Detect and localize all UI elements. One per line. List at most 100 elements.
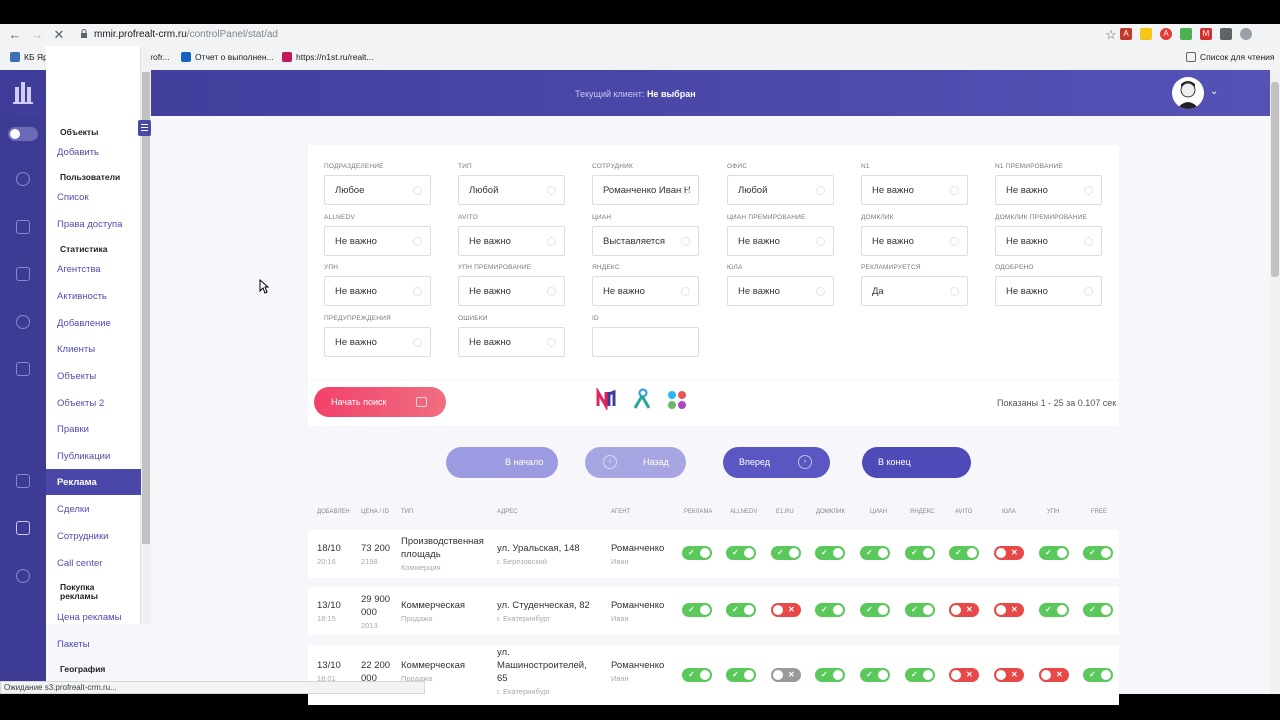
toggle-switch[interactable]: ✓ — [1083, 603, 1113, 617]
search-button[interactable]: Начать поиск — [314, 387, 446, 417]
filter-select[interactable]: Не важно — [324, 226, 431, 256]
sidebar-item-adding[interactable]: Добавление — [57, 318, 111, 329]
clear-icon[interactable] — [547, 287, 556, 296]
main-scroll-thumb[interactable] — [1271, 82, 1279, 277]
toggle-switch[interactable]: ✕ — [771, 603, 801, 617]
filter-select[interactable]: Не важно — [458, 226, 565, 256]
filter-select[interactable]: Не важно — [727, 226, 834, 256]
toggle-switch[interactable]: ✓ — [682, 603, 712, 617]
toggle-switch[interactable]: ✓ — [905, 546, 935, 560]
help-icon[interactable] — [16, 569, 30, 583]
ext-green-icon[interactable] — [1180, 28, 1192, 40]
filter-select[interactable]: Не важно — [592, 276, 699, 306]
avatar[interactable] — [1172, 77, 1204, 109]
sidebar-item-agents[interactable]: Агентства — [57, 264, 101, 275]
sidebar-item-objects2[interactable]: Объекты 2 — [57, 398, 105, 409]
toggle-switch[interactable]: ✓ — [1083, 668, 1113, 682]
toggle-switch[interactable]: ✓ — [682, 668, 712, 682]
sidebar-item-staff[interactable]: Сотрудники — [57, 531, 109, 542]
sidebar-item-activity[interactable]: Активность — [57, 291, 107, 302]
bookmark-3[interactable]: https://n1st.ru/realt... — [282, 52, 373, 62]
last-page-button[interactable]: В конец — [862, 447, 971, 478]
puzzle-icon[interactable] — [1220, 28, 1232, 40]
toggle-switch[interactable]: ✕ — [949, 668, 979, 682]
clear-icon[interactable] — [681, 237, 690, 246]
toggle-switch[interactable]: ✓ — [771, 546, 801, 560]
stop-icon[interactable]: ✕ — [53, 27, 65, 42]
calendar-check-icon[interactable] — [16, 362, 30, 376]
toggle-switch[interactable]: ✓ — [726, 546, 756, 560]
toggle-switch[interactable]: ✓ — [949, 546, 979, 560]
toggle-switch[interactable]: ✕ — [771, 668, 801, 682]
filter-select[interactable]: Не важно — [995, 276, 1102, 306]
money-icon[interactable] — [16, 267, 30, 281]
filter-select[interactable]: Выставляется — [592, 226, 699, 256]
filter-select[interactable]: Не важно — [861, 226, 968, 256]
clear-icon[interactable] — [950, 186, 959, 195]
toggle-switch[interactable]: ✕ — [994, 603, 1024, 617]
column-header[interactable]: Домклик — [816, 509, 845, 515]
profile-icon[interactable] — [1240, 28, 1252, 40]
sidebar-menu-icon[interactable] — [138, 120, 151, 136]
clear-icon[interactable] — [547, 338, 556, 347]
table-row[interactable] — [308, 587, 1119, 635]
sidebar-item-clients[interactable]: Клиенты — [57, 344, 96, 355]
sidebar-item-ads[interactable]: Реклама — [46, 469, 141, 495]
filter-select[interactable]: Не важно — [458, 276, 565, 306]
filter-select[interactable]: Да — [861, 276, 968, 306]
keyboard-icon[interactable] — [16, 474, 30, 488]
clear-icon[interactable] — [413, 237, 422, 246]
column-header[interactable]: Allnedv — [730, 509, 758, 515]
adblock-icon[interactable]: A — [1160, 28, 1172, 40]
chart-icon[interactable] — [16, 521, 30, 535]
filter-select[interactable]: Не важно — [861, 175, 968, 205]
clear-icon[interactable] — [547, 237, 556, 246]
column-header[interactable]: Адрес — [497, 509, 518, 515]
toggle-switch[interactable]: ✓ — [860, 546, 890, 560]
forward-icon[interactable]: → — [30, 27, 44, 42]
filter-select[interactable]: Не важно — [995, 226, 1102, 256]
toggle-switch[interactable]: ✕ — [994, 668, 1024, 682]
toggle-switch[interactable]: ✕ — [1039, 668, 1069, 682]
domclick-logo-icon[interactable] — [631, 388, 653, 410]
sidebar-item-add[interactable]: Добавить — [57, 147, 99, 158]
clear-icon[interactable] — [1084, 237, 1093, 246]
sidebar-item-edits[interactable]: Правки — [57, 424, 89, 435]
back-icon[interactable]: ← — [8, 27, 22, 42]
user-icon[interactable] — [16, 172, 30, 186]
toggle-switch[interactable]: ✓ — [682, 546, 712, 560]
clear-icon[interactable] — [1084, 186, 1093, 195]
prev-page-button[interactable]: ‹ Назад — [585, 447, 686, 478]
filter-select[interactable]: Не важно — [458, 327, 565, 357]
n1-logo-icon[interactable] — [596, 388, 618, 410]
clear-icon[interactable] — [816, 186, 825, 195]
column-header[interactable]: Free — [1091, 509, 1108, 515]
toggle-switch[interactable]: ✓ — [860, 668, 890, 682]
table-row[interactable] — [308, 530, 1119, 578]
column-header[interactable]: Юла — [1002, 509, 1016, 515]
star-icon[interactable]: ☆ — [1105, 27, 1117, 42]
filter-select[interactable]: Не важно — [995, 175, 1102, 205]
clear-icon[interactable] — [950, 237, 959, 246]
main-scrollbar[interactable] — [1270, 70, 1280, 694]
clear-icon[interactable] — [950, 287, 959, 296]
filter-select[interactable]: Любое — [324, 175, 431, 205]
toggle-switch[interactable]: ✓ — [905, 668, 935, 682]
clear-icon[interactable] — [816, 287, 825, 296]
sidebar-item-list[interactable]: Список — [57, 192, 89, 203]
toggle-switch[interactable]: ✓ — [860, 603, 890, 617]
sidebar-scroll-thumb[interactable] — [142, 72, 150, 544]
key-icon[interactable] — [16, 220, 30, 234]
clear-icon[interactable] — [681, 186, 690, 195]
clear-icon[interactable] — [1084, 287, 1093, 296]
url-bar[interactable]: mmir.profrealt-crm.ru/controlPanel/stat/… — [94, 29, 278, 40]
filter-select[interactable] — [592, 327, 699, 357]
yula-logo-icon[interactable] — [666, 389, 688, 411]
filter-select[interactable]: Не важно — [727, 276, 834, 306]
sidebar-item-packages[interactable]: Пакеты — [57, 639, 90, 650]
toggle-switch[interactable]: ✓ — [1039, 603, 1069, 617]
logo[interactable] — [0, 70, 46, 116]
toggle-switch[interactable]: ✕ — [949, 603, 979, 617]
headset-icon[interactable] — [16, 315, 30, 329]
sidebar-item-access[interactable]: Права доступа — [57, 219, 123, 230]
